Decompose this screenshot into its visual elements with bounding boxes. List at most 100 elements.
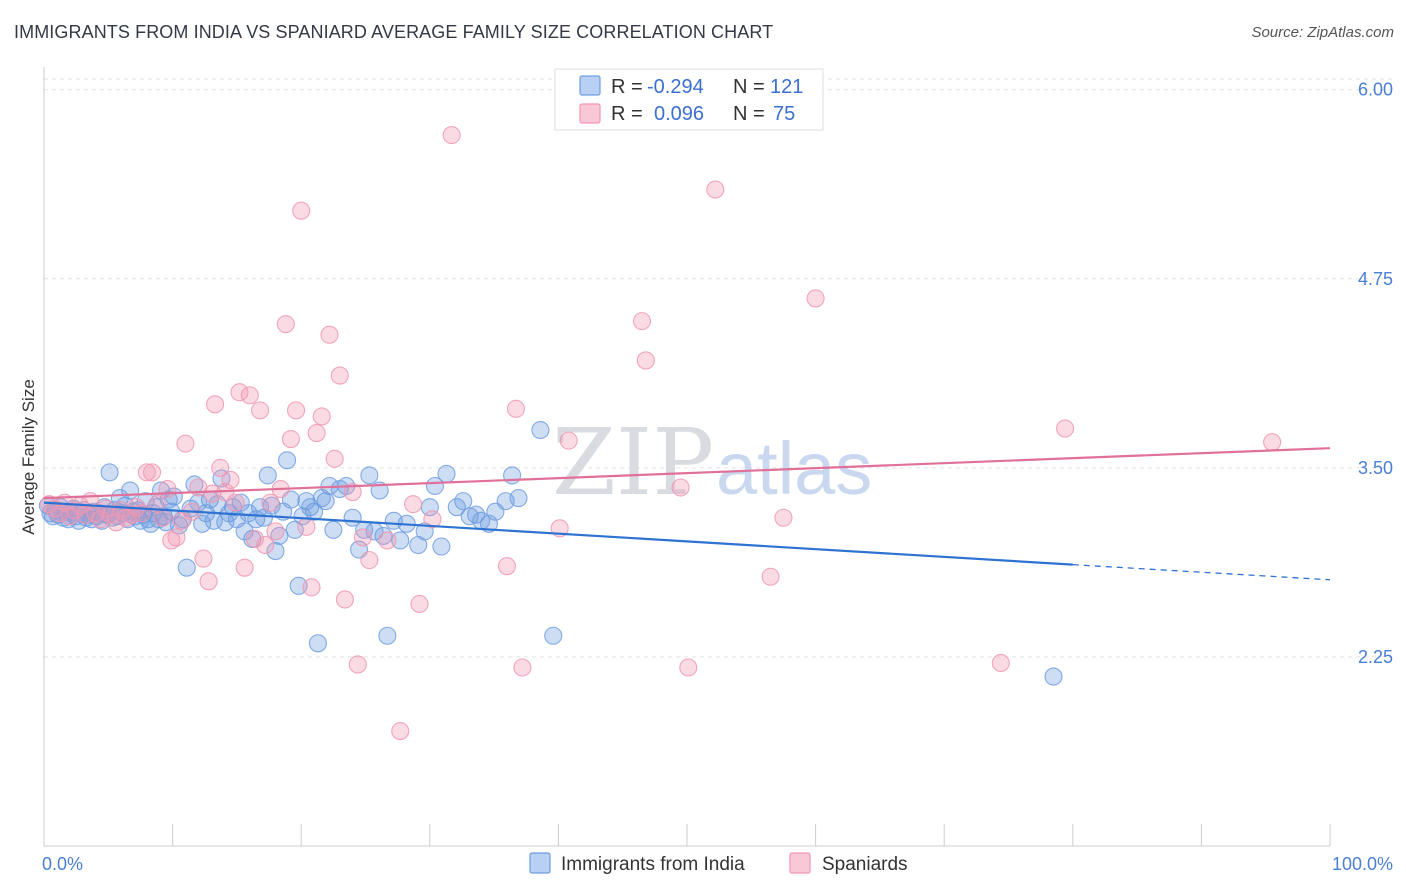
spaniards-point-37 xyxy=(226,493,245,512)
india-point-109 xyxy=(437,464,456,483)
bottom-legend-swatch-spaniards xyxy=(789,852,811,874)
spaniards-point-62 xyxy=(360,551,379,570)
spaniards-point-81 xyxy=(806,289,825,308)
india-point-24 xyxy=(100,463,119,482)
spaniards-point-65 xyxy=(404,495,423,514)
spaniards-point-61 xyxy=(353,528,372,547)
india-point-118 xyxy=(503,466,522,485)
spaniards-point-53 xyxy=(307,424,326,443)
spaniards-point-79 xyxy=(761,567,780,586)
bottom-legend-label-spaniards: Spaniards xyxy=(822,854,908,875)
spaniards-point-42 xyxy=(250,401,270,420)
y-tick-label-1: 3.50 xyxy=(1358,458,1393,478)
legend-swatch-india xyxy=(579,75,601,96)
spaniards-point-76 xyxy=(671,478,690,497)
legend-n-label-spaniards: N = xyxy=(733,103,765,125)
spaniards-point-55 xyxy=(320,325,339,344)
spaniards-point-26 xyxy=(172,511,191,530)
india-trend-line xyxy=(43,501,1073,566)
spaniards-point-44 xyxy=(261,493,280,512)
india-point-100 xyxy=(378,626,397,645)
spaniards-point-49 xyxy=(287,401,306,420)
spaniards-point-69 xyxy=(497,557,517,576)
bottom-legend: Immigrants from India Spaniards xyxy=(529,852,908,875)
spaniards-trend-line xyxy=(43,447,1331,500)
spaniards-point-80 xyxy=(774,508,793,527)
spaniards-point-84 xyxy=(1263,433,1282,452)
india-point-90 xyxy=(324,520,343,539)
spaniards-point-63 xyxy=(378,531,397,550)
spaniards-point-33 xyxy=(205,395,225,414)
india-point-85 xyxy=(305,502,324,521)
spaniards-point-56 xyxy=(325,449,344,468)
spaniards-point-25 xyxy=(167,528,186,547)
india-point-119 xyxy=(509,489,528,508)
spaniards-point-57 xyxy=(330,366,349,385)
legend-n-value-spaniards: 75 xyxy=(773,103,795,125)
spaniards-point-59 xyxy=(343,482,362,502)
spaniards-point-11 xyxy=(96,499,115,518)
legend: R = -0.294 N = 121 R = 0.096 N = 75 xyxy=(554,68,824,131)
bottom-legend-label-india: Immigrants from India xyxy=(561,854,745,875)
india-point-74 xyxy=(262,496,281,515)
india-point-111 xyxy=(454,492,473,511)
chart-source: Source: ZipAtlas.com xyxy=(1251,24,1394,41)
spaniards-point-78 xyxy=(706,180,725,199)
legend-r-label-spaniards: R = xyxy=(611,103,643,125)
chart-title: IMMIGRANTS FROM INDIA VS SPANIARD AVERAG… xyxy=(14,22,774,42)
spaniards-point-82 xyxy=(991,653,1010,673)
spaniards-point-64 xyxy=(391,721,410,741)
spaniards-point-39 xyxy=(235,558,254,577)
spaniards-point-36 xyxy=(221,470,240,489)
y-axis-label: Average Family Size xyxy=(19,379,38,535)
spaniards-point-52 xyxy=(302,578,321,597)
india-point-86 xyxy=(308,634,327,653)
india-point-102 xyxy=(391,531,410,550)
spaniards-point-74 xyxy=(632,312,652,331)
india-point-52 xyxy=(177,558,196,577)
watermark-zip: ZIP xyxy=(552,409,714,516)
spaniards-point-70 xyxy=(506,399,526,418)
y-tick-label-0: 2.25 xyxy=(1358,647,1393,667)
spaniards-point-54 xyxy=(312,407,331,426)
legend-r-value-india: -0.294 xyxy=(647,76,704,98)
spaniards-point-50 xyxy=(292,201,311,220)
spaniards-point-67 xyxy=(423,510,442,529)
india-point-82 xyxy=(293,507,312,526)
spaniards-point-22 xyxy=(153,508,172,527)
india-point-122 xyxy=(1044,667,1063,686)
spaniards-point-68 xyxy=(442,126,461,145)
india-point-78 xyxy=(278,451,297,470)
india-point-96 xyxy=(360,466,379,485)
y-tick-label-3: 6.00 xyxy=(1358,80,1393,100)
x-tick-label-1: 100.0% xyxy=(1332,854,1393,874)
india-point-56 xyxy=(193,514,212,533)
y-tick-label-2: 4.75 xyxy=(1358,269,1393,289)
trend-lines xyxy=(43,447,1331,581)
india-point-120 xyxy=(531,420,550,440)
spaniards-point-27 xyxy=(176,434,195,453)
spaniards-point-66 xyxy=(410,594,429,614)
spaniards-point-75 xyxy=(636,351,655,370)
spaniards-point-31 xyxy=(199,572,218,591)
spaniards-point-19 xyxy=(137,463,156,482)
india-point-113 xyxy=(467,505,486,524)
legend-n-label-india: N = xyxy=(733,76,765,98)
spaniards-point-58 xyxy=(335,590,354,609)
legend-n-value-india: 121 xyxy=(770,76,803,98)
india-point-32 xyxy=(121,481,140,500)
spaniards-point-60 xyxy=(348,655,367,674)
x-tick-labels: 0.0% 100.0% xyxy=(42,854,1393,874)
spaniards-point-83 xyxy=(1056,419,1075,438)
spaniards-point-10 xyxy=(91,510,110,529)
axes xyxy=(43,67,1331,847)
india-point-75 xyxy=(266,541,285,561)
spaniards-point-45 xyxy=(266,522,285,541)
spaniards-point-41 xyxy=(245,529,264,548)
watermark: ZIP atlas xyxy=(552,409,872,516)
legend-r-value-spaniards: 0.096 xyxy=(654,103,704,125)
spaniards-point-30 xyxy=(194,549,213,568)
x-tick-label-0: 0.0% xyxy=(42,854,83,874)
spaniards-point-77 xyxy=(679,658,698,677)
